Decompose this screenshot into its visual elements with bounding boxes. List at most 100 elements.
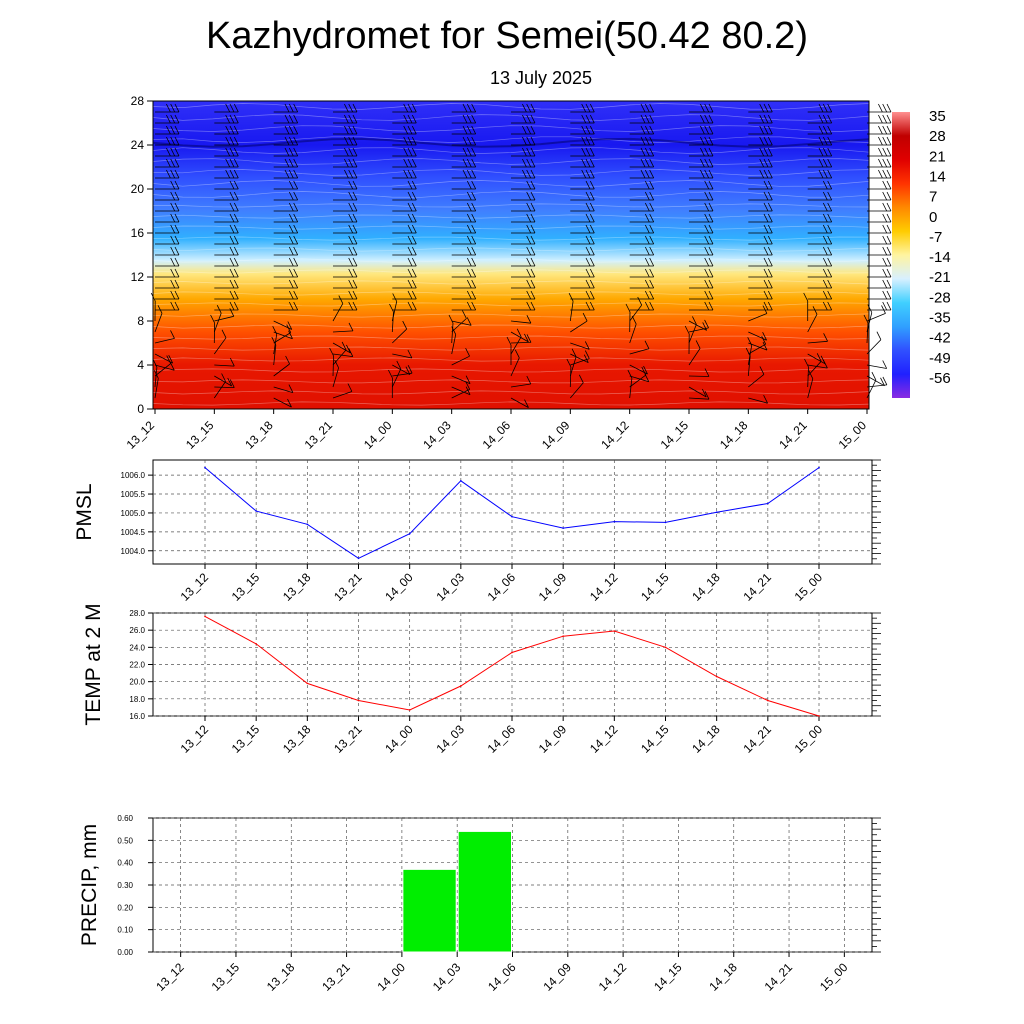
wind-barb	[273, 202, 299, 212]
x-tick-label: 13_21	[331, 722, 365, 756]
contour-line	[152, 258, 870, 263]
y-tick-label: 1006.0	[121, 471, 146, 480]
wind-barb	[807, 279, 833, 289]
wind-barb	[391, 360, 402, 388]
wind-barb	[511, 213, 536, 223]
wind-barb	[155, 246, 180, 256]
data-point	[664, 646, 667, 649]
wind-barb	[748, 257, 773, 267]
wind-barb	[807, 290, 833, 300]
wind-barb	[688, 340, 701, 366]
wind-barb	[333, 235, 358, 245]
wind-barb	[867, 235, 892, 245]
x-tick-label: 14_21	[762, 960, 796, 994]
x-tick-label: 13_18	[280, 722, 314, 756]
wind-barb	[333, 246, 358, 256]
wind-barb	[332, 295, 344, 322]
wind-barb	[569, 374, 584, 399]
data-point	[767, 699, 769, 702]
pmsl-chart: 13_12 13_15 13_18 13_21 14_00 14_03 14_06 14_09…	[73, 459, 881, 604]
page-title: Kazhydromet for Semei(50.42 80.2)	[206, 15, 808, 57]
wind-barb	[807, 169, 833, 179]
data-point	[613, 630, 616, 632]
wind-barb	[510, 375, 532, 388]
wind-barb	[866, 375, 885, 387]
wind-barb	[511, 301, 536, 311]
wind-barb	[451, 290, 477, 300]
wind-barb	[629, 235, 655, 245]
wind-barb	[867, 213, 892, 223]
wind-barb	[511, 191, 536, 201]
wind-barb	[333, 169, 358, 179]
x-tick-label: 15_00	[817, 960, 851, 994]
y-axis-label: PRECIP, mm	[78, 824, 101, 946]
colorbar-label: 7	[929, 189, 937, 206]
wind-barb	[392, 169, 417, 179]
y-axis-label: PMSL	[73, 483, 96, 540]
wind-barb	[570, 158, 595, 168]
data-point	[357, 699, 360, 702]
wind-barb	[392, 202, 417, 212]
wind-barb	[689, 169, 714, 179]
contour-line	[152, 214, 870, 219]
wind-barb	[511, 224, 536, 234]
x-tick-label: 13_15	[183, 418, 217, 452]
wind-barb	[273, 320, 293, 330]
wind-barb	[214, 375, 233, 387]
wind-barb	[867, 224, 892, 234]
wind-barb	[570, 147, 595, 157]
wind-barb	[333, 114, 358, 124]
wind-barb	[273, 224, 299, 234]
wind-barb	[155, 169, 180, 179]
wind-barb	[451, 125, 477, 135]
wind-barb	[451, 310, 467, 333]
wind-barb	[273, 290, 299, 300]
contour-line	[152, 269, 870, 274]
colorbar-label: -14	[929, 249, 951, 266]
wind-barb	[807, 257, 833, 267]
wind-barb	[867, 257, 892, 267]
data-point	[715, 675, 718, 678]
x-tick-label: 14_12	[598, 418, 632, 452]
colorbar-label: -35	[929, 310, 951, 327]
y-tick-label: 20	[131, 182, 145, 196]
y-tick-label: 26.0	[129, 626, 145, 635]
x-tick-label: 14_15	[658, 418, 692, 452]
wind-barb	[273, 191, 299, 201]
wind-barb	[748, 125, 773, 135]
wind-barb	[511, 246, 536, 256]
wind-barb	[154, 353, 174, 364]
x-tick-label: 13_15	[229, 722, 263, 756]
contour-line	[152, 136, 870, 143]
wind-barb	[392, 114, 417, 124]
wind-barb	[451, 136, 477, 146]
contour-line	[152, 180, 870, 187]
data-point	[460, 685, 462, 687]
wind-barb	[214, 379, 235, 388]
wind-barb	[451, 224, 477, 234]
wind-barb	[689, 103, 714, 113]
wind-barb	[155, 301, 180, 311]
x-tick-label: 14_15	[651, 960, 685, 994]
wind-barb	[392, 147, 417, 157]
wind-barb	[807, 114, 833, 124]
wind-barb	[511, 103, 536, 113]
wind-barb	[333, 180, 358, 190]
wind-barb	[392, 235, 417, 245]
data-point	[204, 615, 206, 618]
contour-line	[152, 401, 870, 406]
wind-barb	[807, 370, 814, 399]
wind-barb	[629, 279, 655, 289]
wind-barb	[214, 202, 239, 212]
wind-barb	[689, 257, 714, 267]
wind-barb	[807, 224, 833, 234]
wind-barb	[688, 391, 710, 400]
wind-barb	[570, 257, 595, 267]
wind-barb	[570, 114, 595, 124]
wind-barb	[273, 279, 299, 289]
x-tick-label: 14_00	[361, 418, 395, 452]
wind-barb	[568, 293, 574, 322]
wind-barb	[511, 125, 536, 135]
x-tick-label: 14_12	[587, 722, 621, 756]
wind-barb	[689, 191, 714, 201]
